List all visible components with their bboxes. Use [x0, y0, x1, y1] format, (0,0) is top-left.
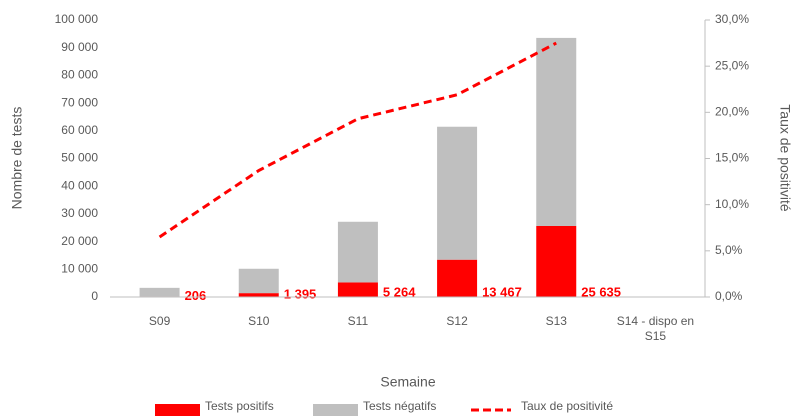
y-tick-label: 50 000	[61, 151, 98, 165]
y-tick-label: 80 000	[61, 68, 98, 82]
x-tick-label: S11	[347, 314, 369, 328]
legend-label: Taux de positivité	[521, 399, 613, 413]
y-axis-title: Nombre de tests	[9, 107, 25, 210]
y-tick-label: 40 000	[61, 178, 98, 192]
line	[158, 41, 557, 239]
legend-swatch	[155, 404, 200, 416]
y-tick-label: 60 000	[61, 123, 98, 137]
legend-label: Tests négatifs	[363, 399, 436, 413]
data-label: 25 635	[581, 284, 621, 299]
y2-tick-label: 15,0%	[715, 151, 749, 165]
data-label: 13 467	[482, 284, 522, 299]
y-tick-label: 90 000	[61, 40, 98, 54]
bar	[337, 221, 378, 283]
data-label: 5 264	[383, 284, 416, 299]
x-axis-title: Semaine	[380, 374, 435, 390]
bar	[238, 268, 279, 294]
x-tick-label: S10	[248, 314, 270, 328]
bar	[139, 287, 180, 297]
y2-tick-label: 20,0%	[715, 105, 749, 119]
legend-swatch	[313, 404, 358, 416]
y2-tick-label: 5,0%	[715, 243, 743, 257]
bar	[437, 259, 478, 297]
bar	[337, 282, 378, 297]
y2-tick-label: 0,0%	[715, 289, 743, 303]
x-tick-label: S13	[545, 314, 567, 328]
y-tick-label: 30 000	[61, 206, 98, 220]
x-tick-label: S14 - dispo en S15	[616, 314, 695, 343]
y-tick-label: 100 000	[55, 12, 99, 26]
legend-label: Tests positifs	[205, 399, 274, 413]
x-tick-label: S12	[446, 314, 468, 328]
y-tick-label: 70 000	[61, 95, 98, 109]
bar	[238, 293, 279, 297]
y2-tick-label: 10,0%	[715, 197, 749, 211]
y-tick-label: 20 000	[61, 234, 98, 248]
y2-axis-title: Taux de positivité	[777, 104, 793, 212]
bar	[536, 225, 577, 297]
data-label: 1 395	[284, 287, 317, 302]
y2-tick-label: 25,0%	[715, 58, 749, 72]
y2-tick-label: 30,0%	[715, 12, 749, 26]
bar	[437, 126, 478, 260]
y-tick-label: 10 000	[61, 261, 98, 275]
y-tick-label: 0	[91, 289, 98, 303]
x-tick-label: S09	[148, 314, 171, 328]
data-label: 206	[185, 288, 207, 303]
bar	[536, 37, 577, 226]
